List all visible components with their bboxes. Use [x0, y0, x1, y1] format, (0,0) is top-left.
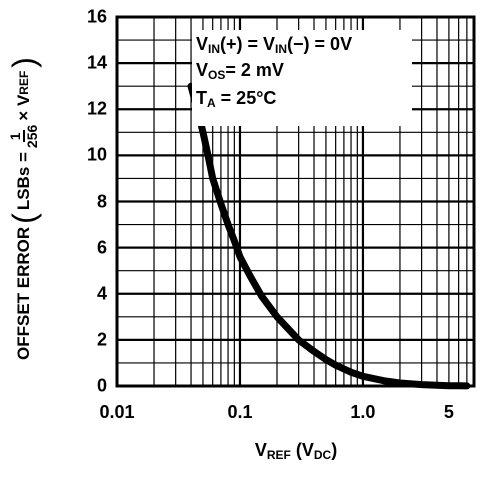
- x-tick-label: 1.0: [350, 402, 376, 422]
- annotation-vin: VIN(+) = VIN(−) = 0V: [196, 34, 353, 56]
- y-tick-label: 14: [86, 52, 107, 73]
- x-tick-label: 5: [443, 402, 454, 422]
- x-tick-label: 0.01: [99, 402, 135, 422]
- y-tick-label: 6: [96, 237, 107, 258]
- x-axis-label: VREF (VDC): [254, 440, 338, 462]
- y-tick-label: 10: [86, 144, 107, 165]
- series-curve: [187, 82, 471, 390]
- y-tick-label: 2: [96, 329, 107, 350]
- y-tick-label: 12: [86, 98, 107, 119]
- y-tick-label: 8: [96, 191, 107, 211]
- y-axis-label: OFFSET ERROR ( LSBs = 1 256 × V REF ): [6, 57, 42, 360]
- y-tick-label: 16: [86, 6, 107, 27]
- y-tick-label: 4: [96, 283, 107, 304]
- plot-frame: [115, 15, 476, 388]
- y-tick-label: 0: [96, 375, 107, 396]
- annotation-ta: TA = 25°C: [196, 88, 277, 110]
- x-tick-label: 0.1: [227, 402, 253, 422]
- annotation-vos: VOS= 2 mV: [196, 60, 284, 82]
